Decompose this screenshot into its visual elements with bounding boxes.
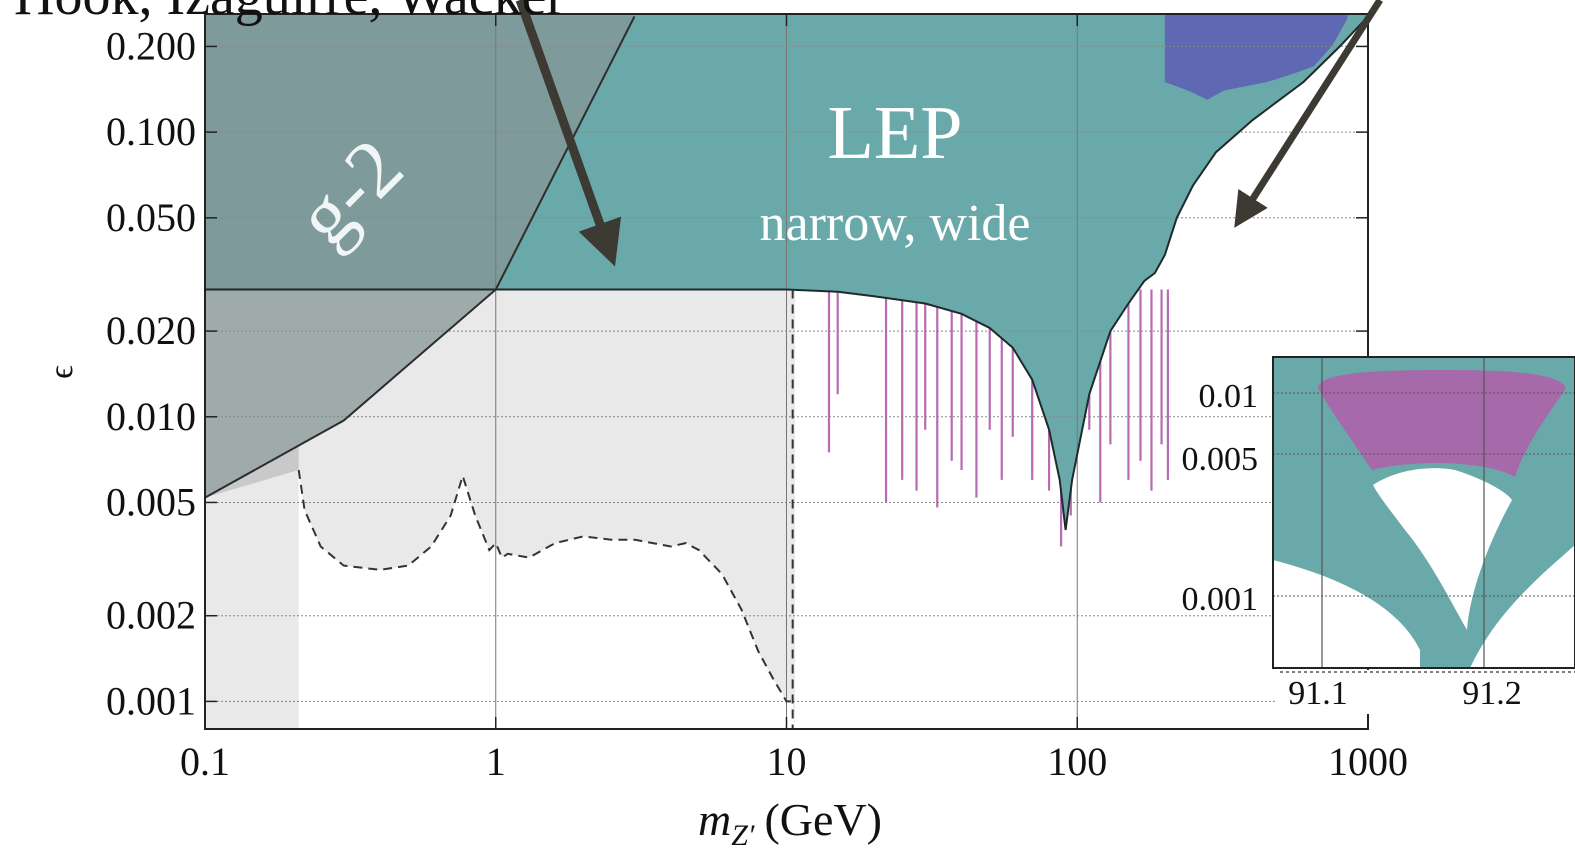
blue-region [1164, 14, 1348, 100]
inset-xtick-label: 91.2 [1462, 675, 1522, 712]
inset-allowed-region [1273, 468, 1575, 668]
x-tick-label: 1000 [1328, 739, 1408, 784]
y-tick-label: 0.002 [106, 593, 196, 638]
lep-boundary-line [205, 15, 1368, 531]
x-axis-unit: (GeV) [764, 794, 882, 845]
inset-ytick-label: 0.01 [1199, 378, 1259, 415]
y-tick-label: 0.005 [106, 479, 196, 524]
arrow-right [1234, 0, 1383, 228]
y-axis-label: ϵ [43, 365, 80, 379]
inset-frame [1272, 356, 1575, 669]
axis-tick-labels: 0.1 1 10 100 1000 0.001 0.002 0.005 0.010 0.020 0.… [106, 23, 1408, 784]
arrow-left [515, 0, 622, 267]
y-tick-label: 0.100 [106, 109, 196, 154]
x-tick-label: 1 [486, 739, 506, 784]
y-tick-label: 0.001 [106, 678, 196, 723]
x-tick-label: 0.1 [180, 739, 230, 784]
y-tick-label: 0.050 [106, 195, 196, 240]
y-tick-label: 0.200 [106, 23, 196, 68]
x-tick-label: 10 [767, 739, 807, 784]
dashed-projection-line [297, 469, 793, 703]
inset-ytick-label: 0.001 [1182, 581, 1259, 618]
g2-boundary-line [205, 15, 636, 499]
boundary-curves [205, 15, 1368, 729]
y-tick-label: 0.020 [106, 308, 196, 353]
lep-sublabel: narrow, wide [760, 195, 1031, 252]
header-fragment: Hook, Izaguirre, Wacker [14, 0, 565, 27]
lep-label: LEP [827, 91, 962, 175]
below-dashed-region [298, 470, 796, 729]
x-tick-label: 100 [1047, 739, 1107, 784]
x-axis-subscript: Z′ [731, 819, 755, 850]
y-tick-label: 0.010 [106, 394, 196, 439]
inset-magenta-region [1318, 370, 1566, 477]
zoom-inset: 0.01 0.005 0.001 91.1 91.2 [1182, 356, 1575, 714]
inset-xtick-label: 91.1 [1288, 675, 1348, 712]
g2-lower-region [205, 289, 496, 498]
inset-ytick-label: 0.005 [1182, 441, 1259, 478]
x-axis-label: mZ′ (GeV) [698, 794, 882, 850]
x-axis-symbol: m [698, 794, 731, 845]
